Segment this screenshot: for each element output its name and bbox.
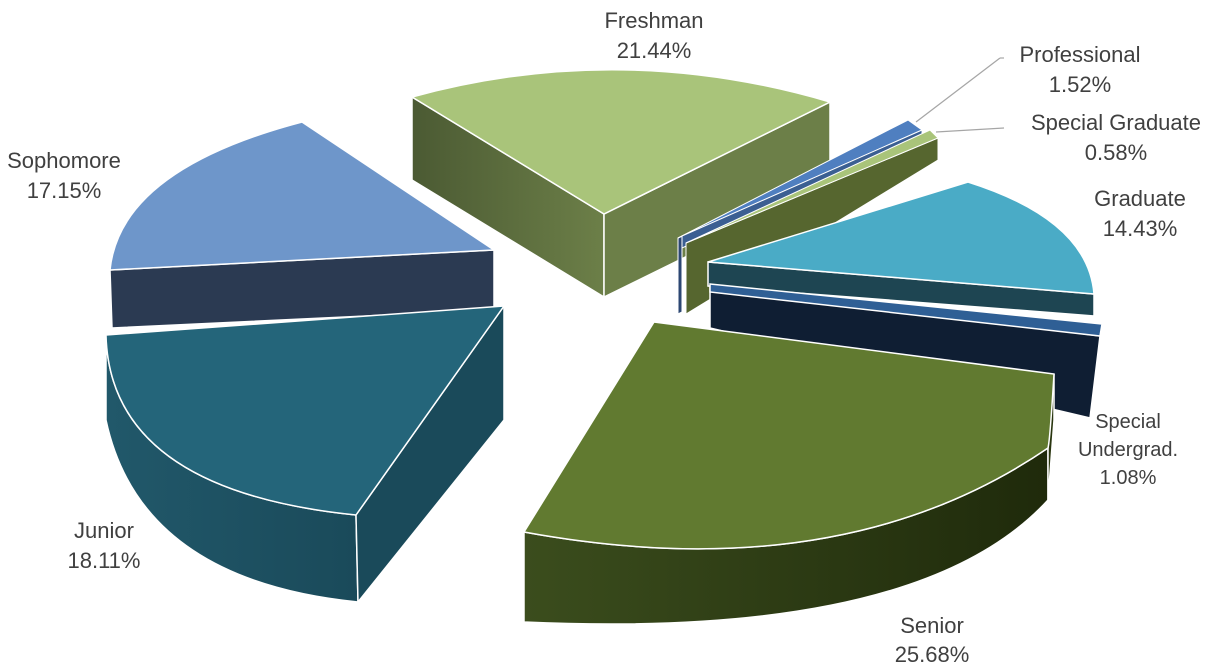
label-senior-pct: 25.68% <box>895 642 970 667</box>
label-special-undergrad-name: Special <box>1095 411 1161 433</box>
sophomore-top <box>109 121 497 271</box>
label-junior-name: Junior <box>74 518 134 543</box>
label-freshman-pct: 21.44% <box>617 38 692 63</box>
label-graduate-pct: 14.43% <box>1103 216 1178 241</box>
leader-line-special-graduate <box>935 127 1005 133</box>
data-labels: Freshman 21.44% Professional 1.52% Speci… <box>7 8 1201 667</box>
label-sophomore-pct: 17.15% <box>27 178 102 203</box>
label-special-undergrad-pct: 1.08% <box>1100 467 1157 489</box>
label-freshman-name: Freshman <box>604 8 703 33</box>
label-professional-name: Professional <box>1019 42 1140 67</box>
pie-slice-freshman <box>410 68 833 299</box>
pie-slice-junior <box>105 303 506 605</box>
senior-top <box>522 321 1055 550</box>
label-professional-pct: 1.52% <box>1049 72 1111 97</box>
leader-line-professional <box>915 57 1001 123</box>
label-junior-pct: 18.11% <box>68 548 141 573</box>
label-senior-name: Senior <box>900 613 964 638</box>
label-graduate-name: Graduate <box>1094 186 1186 211</box>
label-special-graduate-pct: 0.58% <box>1085 140 1147 165</box>
label-special-graduate-name: Special Graduate <box>1031 110 1201 135</box>
pie-slice-sophomore <box>109 121 497 329</box>
graduate-top <box>707 181 1095 295</box>
pie-slice-senior <box>522 321 1055 625</box>
label-special-undergrad-name2: Undergrad. <box>1078 439 1178 461</box>
junior-top <box>105 305 506 516</box>
freshman-top <box>410 68 833 215</box>
label-sophomore-name: Sophomore <box>7 148 121 173</box>
pie-slice-graduate <box>707 181 1095 317</box>
